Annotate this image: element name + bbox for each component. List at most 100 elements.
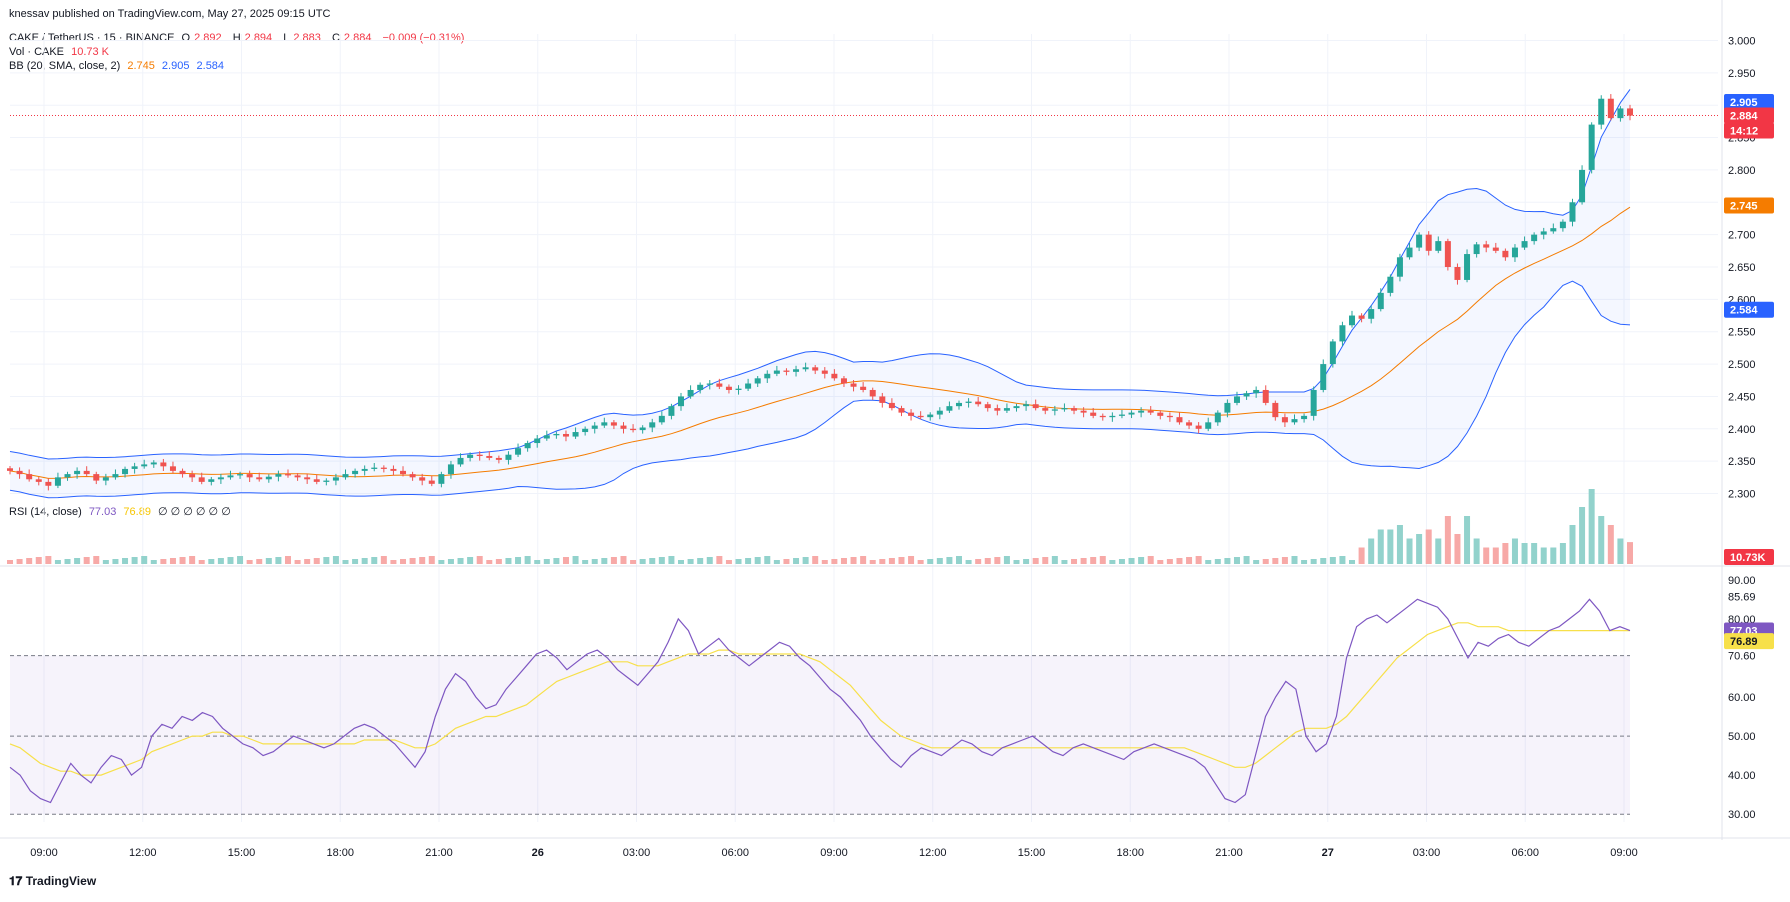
- candle-body: [821, 370, 828, 374]
- volume-bar: [725, 560, 732, 564]
- time-tick-label: 27: [1322, 847, 1334, 859]
- volume-bar: [927, 559, 934, 564]
- candle-body: [169, 466, 176, 471]
- volume-bar: [380, 556, 387, 564]
- bb-legend[interactable]: BB (20, SMA, close, 2) 2.745 2.905 2.584: [9, 59, 228, 73]
- candle-body: [1492, 247, 1499, 251]
- volume-bar: [936, 558, 943, 564]
- candle-body: [1166, 415, 1173, 418]
- candle-body: [1617, 108, 1624, 119]
- candle-body: [1157, 412, 1164, 416]
- volume-bar: [1406, 538, 1413, 564]
- volume-bar: [1109, 560, 1116, 564]
- price-tick-label: 2.550: [1728, 327, 1756, 339]
- candle-body: [54, 477, 61, 486]
- candle-body: [1377, 292, 1384, 310]
- volume-bar: [1377, 529, 1384, 564]
- candle-body: [1099, 415, 1106, 418]
- price-tick-label: 2.650: [1728, 262, 1756, 274]
- candle-body: [237, 474, 244, 476]
- volume-bar: [821, 560, 828, 564]
- rsi-legend[interactable]: RSI (14, close) 77.03 76.89 ∅ ∅ ∅ ∅ ∅ ∅: [9, 505, 235, 519]
- candle-body: [1329, 341, 1336, 365]
- volume-bar: [1147, 556, 1154, 564]
- candle-body: [1511, 247, 1518, 258]
- time-tick-label: 15:00: [1018, 847, 1046, 859]
- volume-bar: [601, 558, 608, 564]
- candle-body: [1310, 389, 1317, 416]
- candle-body: [1435, 241, 1442, 251]
- volume-bar: [917, 560, 924, 564]
- badge-bb-lower-bg: [1724, 301, 1774, 318]
- candle-body: [1013, 406, 1020, 409]
- volume-bar: [1023, 559, 1030, 564]
- ohlc-open: O 2.892: [181, 32, 222, 44]
- volume-bar: [908, 556, 915, 564]
- volume-bar: [1042, 557, 1049, 564]
- volume-bar: [313, 558, 320, 564]
- candle-body: [706, 383, 713, 385]
- candle-body: [7, 468, 13, 471]
- price-tick-label: 2.800: [1728, 165, 1756, 177]
- candle-body: [582, 428, 589, 433]
- tradingview-logo[interactable]: 𝟏𝟕 TradingView: [9, 874, 96, 889]
- volume-bar: [1521, 543, 1528, 564]
- badge-last-price: 2.884: [1730, 111, 1758, 123]
- volume-bar: [975, 559, 982, 564]
- volume-bar: [1157, 560, 1164, 564]
- candle-body: [754, 378, 761, 384]
- volume-bar: [45, 556, 52, 564]
- volume-bar: [304, 559, 311, 564]
- volume-bar: [141, 556, 148, 564]
- badge-bb-lower: 2.584: [1730, 305, 1758, 317]
- volume-bar: [428, 556, 435, 564]
- volume-bar: [83, 557, 90, 564]
- volume-bar: [1607, 525, 1614, 564]
- candle-body: [927, 414, 934, 418]
- candle-body: [64, 474, 71, 478]
- bb-upper-value: 2.905: [161, 60, 190, 72]
- time-tick-label: 09:00: [30, 847, 58, 859]
- volume-legend[interactable]: Vol · CAKE 10.73 K: [9, 45, 113, 59]
- axes: 3.0002.9502.9002.8502.8002.7502.7002.650…: [30, 35, 1755, 859]
- time-tick-label: 09:00: [1610, 847, 1638, 859]
- candle-body: [1128, 412, 1135, 415]
- candle-body: [1032, 404, 1039, 409]
- volume-bar: [1281, 557, 1288, 564]
- volume-bar: [572, 556, 579, 564]
- time-tick-label: 09:00: [820, 847, 848, 859]
- candle-body: [419, 477, 426, 481]
- candle-body: [965, 401, 972, 403]
- rsi-pane: [9, 598, 1631, 815]
- volume-bar: [1492, 547, 1499, 564]
- volume-bar: [409, 558, 416, 564]
- candle-body: [793, 369, 800, 372]
- candle-body: [572, 432, 579, 437]
- candle-body: [160, 462, 167, 467]
- candle-body: [831, 373, 838, 379]
- volume-bar: [323, 557, 330, 564]
- rsi-tick-label: 60.00: [1728, 692, 1756, 704]
- price-tick-label: 2.950: [1728, 68, 1756, 80]
- candle-body: [1109, 415, 1116, 418]
- grid: [0, 0, 1790, 840]
- volume-bar: [850, 557, 857, 564]
- volume-bar: [984, 558, 991, 564]
- candle-body: [179, 470, 186, 475]
- volume-bar: [352, 559, 359, 564]
- volume-bar: [1579, 507, 1586, 564]
- candle-body: [265, 476, 272, 480]
- badge-rsi-ma-bg: [1724, 633, 1774, 650]
- volume-bar: [217, 558, 224, 564]
- candle-body: [227, 475, 234, 478]
- volume-bar: [122, 558, 129, 564]
- volume-bar: [1090, 557, 1097, 564]
- volume-bar: [1339, 556, 1346, 564]
- candle-body: [400, 470, 407, 475]
- symbol-title[interactable]: CAKE / TetherUS · 15 · BINANCE: [9, 32, 175, 44]
- candle-body: [35, 479, 42, 482]
- candle-body: [869, 389, 876, 397]
- volume-bar: [534, 560, 541, 564]
- volume-bar: [112, 559, 119, 564]
